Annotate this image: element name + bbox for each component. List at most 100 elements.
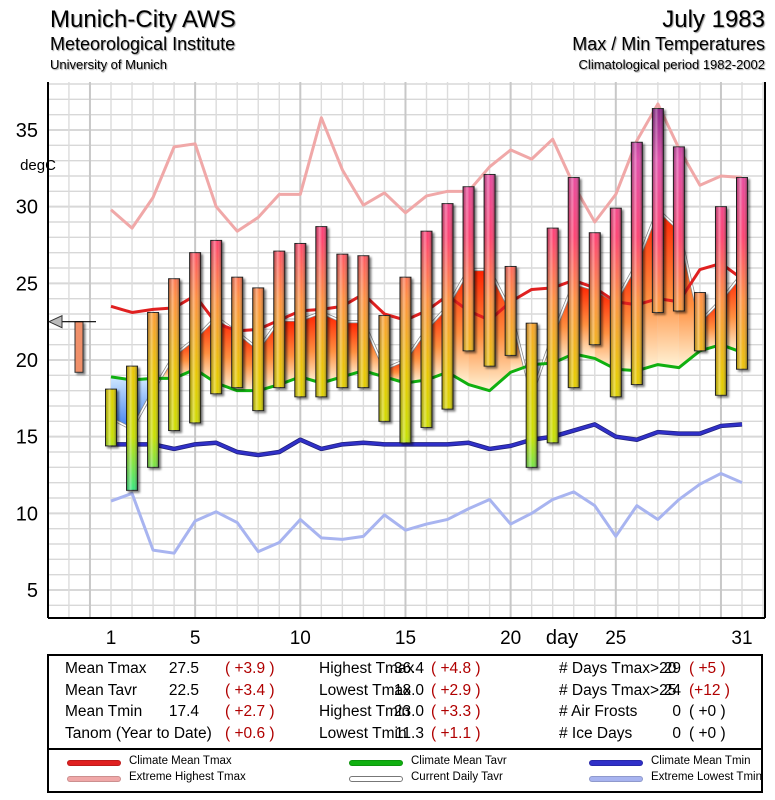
stat-anomaly: ( +1.1 ) — [431, 724, 481, 742]
stat-anomaly: ( +3.9 ) — [225, 660, 275, 677]
day-bar[interactable] — [441, 203, 454, 410]
legend-swatch — [349, 776, 403, 782]
day-bar[interactable] — [273, 250, 286, 389]
day-bar-shine — [715, 206, 727, 396]
day-bar-shine — [442, 203, 454, 410]
x-tick-label: 5 — [190, 628, 201, 649]
day-bar-shine — [652, 108, 664, 313]
y-tick-label: 10 — [16, 503, 38, 525]
day-bar[interactable] — [252, 287, 265, 412]
y-tick-label: 5 — [27, 580, 38, 602]
stat-anomaly: ( +4.8 ) — [431, 660, 481, 677]
day-bar-shine — [399, 277, 411, 443]
stat-label: # Air Frosts — [559, 703, 638, 720]
day-bar-shine — [231, 277, 243, 388]
annual-anomaly-bar — [74, 321, 84, 373]
day-bar[interactable] — [126, 365, 139, 491]
legend-swatch — [589, 760, 643, 766]
legend-label: Extreme Highest Tmax — [129, 771, 246, 783]
day-bar-shine — [421, 231, 432, 428]
day-bar[interactable] — [378, 315, 391, 422]
x-tick-label: 1 — [106, 628, 117, 649]
day-bar[interactable] — [651, 108, 664, 313]
legend-label: Climate Mean Tmin — [651, 755, 751, 767]
stat-label: Mean Tmax — [65, 660, 147, 677]
stat-row: Mean Tmax 27.5 ( +3.9 ) — [49, 660, 761, 680]
day-bar[interactable] — [462, 186, 475, 352]
stat-row: Lowest Tmax 18.0 ( +2.9 ) — [49, 682, 761, 702]
stat-value: 18.0 — [393, 681, 424, 699]
day-bar[interactable] — [168, 278, 181, 432]
day-bar-shine — [294, 243, 306, 397]
day-bar[interactable] — [294, 242, 307, 398]
y-tick-label: 30 — [16, 197, 38, 219]
stat-label: Highest Tmax — [319, 660, 415, 677]
y-axis-label: degC — [20, 157, 56, 174]
day-bar[interactable] — [504, 265, 517, 356]
day-bar-shine — [378, 315, 390, 422]
stat-row: Lowest Tmin 11.3 ( +1.1 ) — [49, 725, 761, 745]
stat-anomaly: ( +5 ) — [689, 660, 726, 677]
day-bar[interactable] — [736, 177, 748, 370]
legend-swatch — [589, 776, 643, 782]
day-bar[interactable] — [189, 252, 202, 424]
stat-value: 11.3 — [394, 724, 424, 742]
period-title: Climatological period 1982-2002 — [578, 57, 765, 72]
day-bar[interactable] — [399, 276, 412, 444]
stat-label: Tanom (Year to Date) — [65, 724, 212, 742]
stat-label: Mean Tavr — [65, 681, 138, 699]
day-bar[interactable] — [147, 311, 160, 468]
day-bar[interactable] — [714, 206, 727, 396]
day-bar-shine — [589, 232, 601, 345]
day-bar-shine — [252, 287, 264, 411]
y-tick-label: 15 — [16, 427, 38, 449]
day-bar[interactable] — [420, 230, 433, 428]
day-bar[interactable] — [105, 388, 117, 447]
extreme-highest-tmax-line — [110, 102, 743, 233]
annual-anomaly-marker — [47, 314, 96, 373]
day-bar[interactable] — [588, 232, 601, 346]
stat-anomaly: ( +0 ) — [689, 703, 726, 720]
day-bar[interactable] — [210, 239, 223, 395]
y-tick-label: 20 — [16, 350, 38, 372]
day-bar[interactable] — [630, 141, 643, 386]
day-bar[interactable] — [567, 177, 580, 389]
stat-row: Highest Tmax 36.4 ( +4.8 ) — [49, 660, 761, 680]
stat-label: Lowest Tmin — [319, 724, 407, 742]
day-bar-shine — [526, 323, 538, 468]
legend-swatch — [67, 776, 121, 782]
day-bar[interactable] — [315, 226, 328, 398]
stat-label: Highest Tmin — [319, 703, 411, 720]
day-bar[interactable] — [357, 255, 370, 389]
day-bar[interactable] — [609, 207, 622, 398]
day-bar[interactable] — [693, 292, 706, 352]
y-tick-label: 25 — [16, 273, 38, 295]
day-bar-shine — [463, 186, 475, 351]
stat-row: # Ice Days 0 ( +0 ) — [49, 725, 761, 745]
legend-label: Extreme Lowest Tmin — [651, 771, 762, 783]
stat-row: # Days Tmax>20 29 ( +5 ) — [49, 660, 761, 680]
day-bar[interactable] — [483, 173, 496, 367]
stat-value: 24 — [663, 681, 681, 699]
day-bar-shine — [484, 174, 496, 367]
day-bar[interactable] — [546, 227, 559, 444]
day-bar[interactable] — [336, 253, 349, 389]
day-bar[interactable] — [231, 276, 244, 389]
month-title: July 1983 — [662, 6, 765, 33]
stat-anomaly: ( +2.9 ) — [431, 681, 481, 699]
day-bar[interactable] — [525, 322, 538, 468]
stat-value: 0 — [672, 703, 681, 720]
stat-value: 17.4 — [168, 703, 199, 720]
stat-anomaly: ( +2.7 ) — [225, 703, 275, 720]
stat-row: # Air Frosts 0 ( +0 ) — [49, 703, 761, 723]
stat-anomaly: ( +0 ) — [689, 724, 726, 742]
day-bar-shine — [336, 254, 348, 388]
day-bar[interactable] — [672, 146, 685, 312]
stat-row: Mean Tavr 22.5 ( +3.4 ) — [49, 682, 761, 702]
day-bar-shine — [673, 146, 685, 311]
day-bar-shine — [568, 177, 580, 388]
x-axis-ticks: 1 5 10 15 20 25 31 — [106, 628, 753, 649]
y-axis-ticks: 5 10 15 20 25 30 35 — [16, 120, 38, 602]
day-bar-shine — [547, 228, 559, 443]
